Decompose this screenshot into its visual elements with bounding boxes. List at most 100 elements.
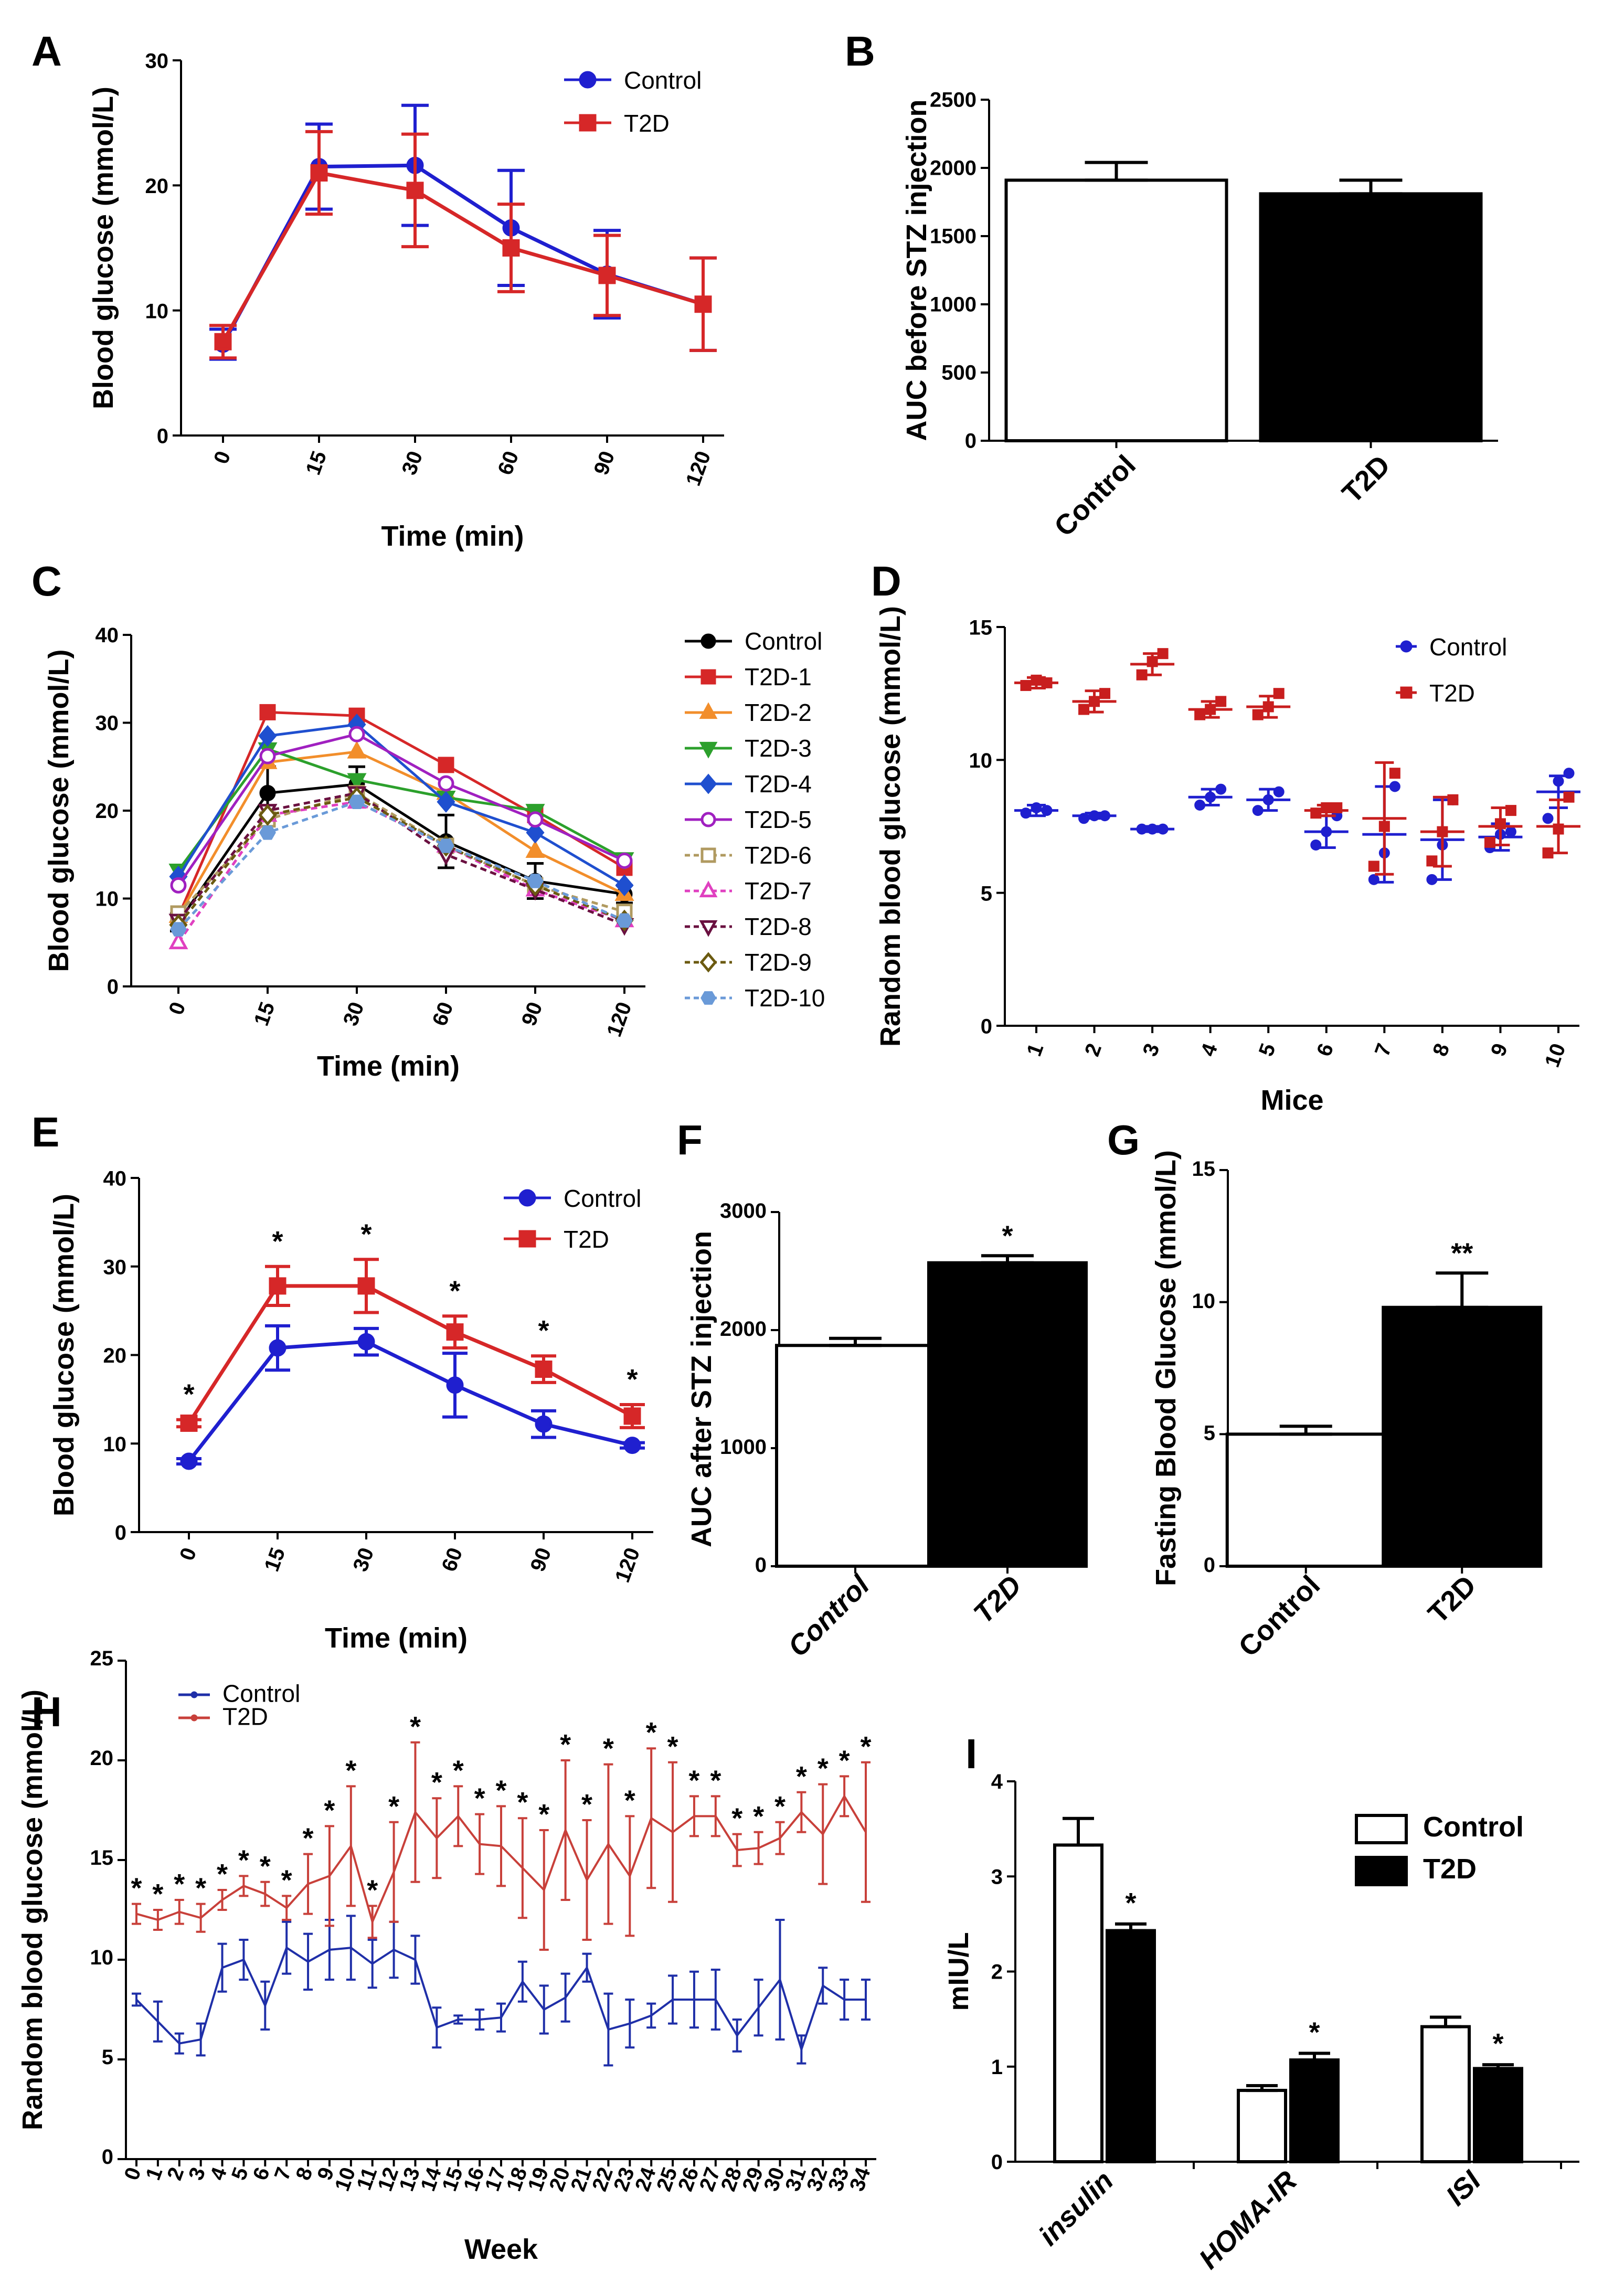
data-point-T2D bbox=[446, 1323, 464, 1341]
panel-A-y-tick-label: 20 bbox=[145, 175, 169, 198]
significance-star: * bbox=[624, 1784, 635, 1816]
x-tick-label: 7 bbox=[1371, 1040, 1396, 1059]
data-point-T2D-1 bbox=[438, 757, 454, 773]
x-axis-title: Mice bbox=[1260, 1085, 1323, 1116]
data-point-Control bbox=[1157, 823, 1169, 835]
significance-star: ** bbox=[1451, 1237, 1473, 1269]
legend-marker bbox=[579, 71, 597, 89]
data-point-T2D bbox=[1505, 805, 1516, 816]
legend-label: T2D bbox=[1423, 1853, 1477, 1885]
data-point-Control bbox=[180, 1452, 198, 1470]
x-tick-label: 120 bbox=[682, 448, 715, 489]
legend-label: T2D bbox=[564, 1226, 609, 1253]
panel-D-y-tick-label: 15 bbox=[969, 617, 993, 640]
significance-star: * bbox=[217, 1858, 228, 1890]
legend-marker bbox=[699, 880, 718, 898]
panel-H-y-tick-label: 0 bbox=[102, 2145, 113, 2169]
data-point-Control bbox=[1542, 813, 1554, 824]
significance-star: * bbox=[667, 1731, 678, 1762]
legend-marker bbox=[579, 114, 597, 132]
data-point-T2D-4 bbox=[437, 791, 455, 813]
data-point-T2D bbox=[1252, 709, 1264, 720]
data-point-T2D bbox=[1389, 768, 1400, 779]
data-point-T2D bbox=[1563, 791, 1575, 803]
panel-C-y-tick-label: 20 bbox=[95, 800, 119, 823]
significance-star: * bbox=[431, 1767, 442, 1798]
data-point-Control bbox=[535, 1415, 553, 1433]
x-tick-label: 1 bbox=[1023, 1040, 1048, 1059]
data-point-T2D bbox=[1447, 794, 1459, 805]
series-line-T2D bbox=[187, 1284, 633, 1425]
legend-label: T2D-5 bbox=[745, 806, 812, 833]
legend-marker bbox=[699, 952, 717, 973]
panel-E-y-tick-label: 20 bbox=[103, 1344, 127, 1367]
series-line-Control bbox=[187, 1340, 633, 1463]
y-axis-title: Random blood glucose (mmol/L) bbox=[875, 606, 906, 1047]
x-tick-label: 0 bbox=[165, 999, 190, 1018]
series-line-Control bbox=[135, 1946, 866, 2053]
x-tick-label: 90 bbox=[526, 1545, 556, 1575]
data-point-Control bbox=[1389, 781, 1400, 792]
data-point-T2D-10 bbox=[170, 922, 187, 937]
x-tick-label: 60 bbox=[428, 999, 458, 1029]
y-axis-title: mIU/L bbox=[943, 1932, 974, 2011]
significance-star: * bbox=[1309, 2016, 1320, 2048]
panel-D-y-tick-label: 0 bbox=[981, 1015, 992, 1038]
data-point-T2D-10 bbox=[527, 874, 544, 888]
panel-H-y-tick-label: 25 bbox=[90, 1647, 114, 1670]
data-point-Control bbox=[1368, 874, 1379, 885]
x-axis-title: Time (min) bbox=[317, 1050, 460, 1082]
significance-star: * bbox=[174, 1868, 185, 1900]
data-point-T2D-10 bbox=[616, 913, 633, 928]
panel-E-y-tick-label: 0 bbox=[115, 1522, 126, 1545]
data-point-T2D bbox=[1078, 704, 1090, 715]
significance-star: * bbox=[345, 1755, 356, 1786]
legend-label: Control bbox=[745, 628, 822, 655]
category-label: Control bbox=[1233, 1569, 1326, 1663]
data-point-T2D-2 bbox=[347, 740, 367, 759]
data-point-T2D-10 bbox=[348, 794, 365, 810]
significance-star: * bbox=[195, 1873, 206, 1904]
panel-H-y-tick-label: 10 bbox=[90, 1946, 114, 1969]
category-label: Control bbox=[782, 1569, 876, 1663]
bar-T2D bbox=[927, 1261, 1088, 1568]
panel-D-y-tick-label: 5 bbox=[981, 882, 992, 905]
significance-star: * bbox=[1492, 2028, 1503, 2059]
panel-label-A: A bbox=[31, 28, 62, 75]
significance-star: * bbox=[272, 1226, 283, 1257]
data-point-T2D bbox=[180, 1414, 198, 1432]
data-point-Control bbox=[1147, 823, 1158, 835]
x-tick-label: 30 bbox=[349, 1545, 379, 1575]
significance-star: * bbox=[453, 1755, 464, 1786]
y-axis-title: Fasting Blood Glucose (mmol/L) bbox=[1150, 1150, 1182, 1586]
significance-star: * bbox=[796, 1761, 807, 1792]
panel-F: 0 1000 2000 3000 Control * T2D AUC after STZ in… bbox=[686, 1199, 1088, 1663]
x-axis-title: Week bbox=[464, 2234, 538, 2265]
series-line-T2D-3 bbox=[177, 747, 625, 872]
significance-star: * bbox=[581, 1789, 592, 1820]
legend-label: T2D bbox=[624, 110, 670, 137]
significance-star: * bbox=[627, 1364, 638, 1395]
series-line-T2D-5 bbox=[177, 732, 625, 886]
data-point-T2D-10 bbox=[259, 825, 276, 840]
data-point-Control bbox=[1321, 826, 1332, 837]
data-point-Control bbox=[357, 1333, 375, 1351]
bar-Control bbox=[1004, 178, 1228, 442]
data-point-T2D bbox=[1437, 826, 1448, 837]
panel-A: 0 10 20 30 0 15 30 60 90 120 Time (min) Blood gluco… bbox=[88, 50, 724, 552]
data-point-Control bbox=[1078, 813, 1090, 824]
significance-star: * bbox=[753, 1801, 764, 1832]
x-tick-label: 90 bbox=[517, 999, 547, 1029]
data-point-T2D bbox=[1031, 674, 1042, 686]
data-point-Control bbox=[1194, 799, 1206, 811]
x-tick-label: 15 bbox=[250, 999, 280, 1029]
panel-H-y-tick-label: 15 bbox=[90, 1846, 114, 1869]
legend-marker bbox=[190, 1691, 198, 1698]
panel-E: 0 10 20 30 40 0 15 30 60 90 120 * * * * * * Time (min) Blo… bbox=[48, 1167, 653, 1654]
data-point-T2D-4 bbox=[258, 725, 277, 747]
significance-star: * bbox=[1002, 1220, 1013, 1251]
data-point-Control bbox=[1136, 823, 1148, 835]
panel-B-y-tick-label: 2000 bbox=[930, 156, 976, 179]
legend-swatch-Control bbox=[1355, 1814, 1408, 1844]
significance-star: * bbox=[260, 1851, 271, 1882]
